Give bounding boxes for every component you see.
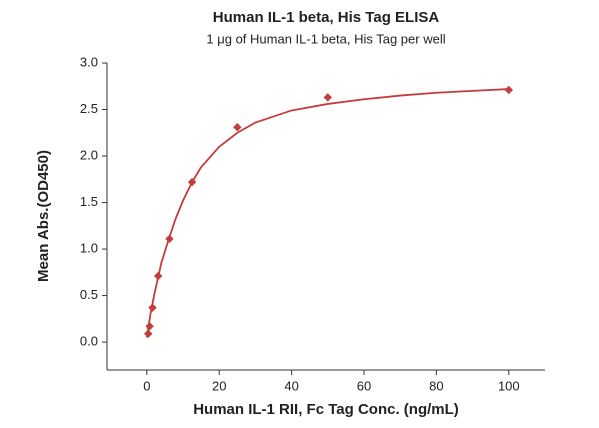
chart-subtitle: 1 μg of Human IL-1 beta, His Tag per wel…: [206, 31, 445, 46]
y-tick-label: 2.5: [80, 101, 98, 116]
y-tick-label: 1.0: [80, 240, 98, 255]
data-point: [165, 234, 174, 244]
x-tick-label: 60: [357, 378, 371, 393]
y-tick-label: 0.5: [80, 287, 98, 302]
data-point: [144, 329, 153, 338]
fit-curve: [145, 88, 509, 338]
x-tick-label: 20: [212, 378, 226, 393]
data-point: [148, 303, 157, 312]
data-point: [145, 322, 154, 331]
y-tick-label: 0.0: [80, 334, 98, 349]
x-axis-label: Human IL-1 RII, Fc Tag Conc. (ng/mL): [193, 401, 459, 418]
x-tick-label: 0: [143, 378, 150, 393]
y-axis-label: Mean Abs.(OD450): [35, 150, 52, 282]
x-tick-label: 40: [284, 378, 298, 393]
data-point: [323, 93, 333, 102]
data-point: [233, 122, 242, 132]
x-tick-label: 80: [429, 378, 443, 393]
data-point: [153, 271, 163, 281]
chart-title: Human IL-1 beta, His Tag ELISA: [213, 9, 440, 26]
data-point: [187, 177, 197, 187]
data-point: [504, 85, 514, 95]
y-tick-label: 2.0: [80, 147, 98, 162]
y-tick-label: 1.5: [80, 194, 98, 209]
x-tick-label: 100: [498, 378, 520, 393]
y-tick-label: 3.0: [80, 54, 98, 69]
